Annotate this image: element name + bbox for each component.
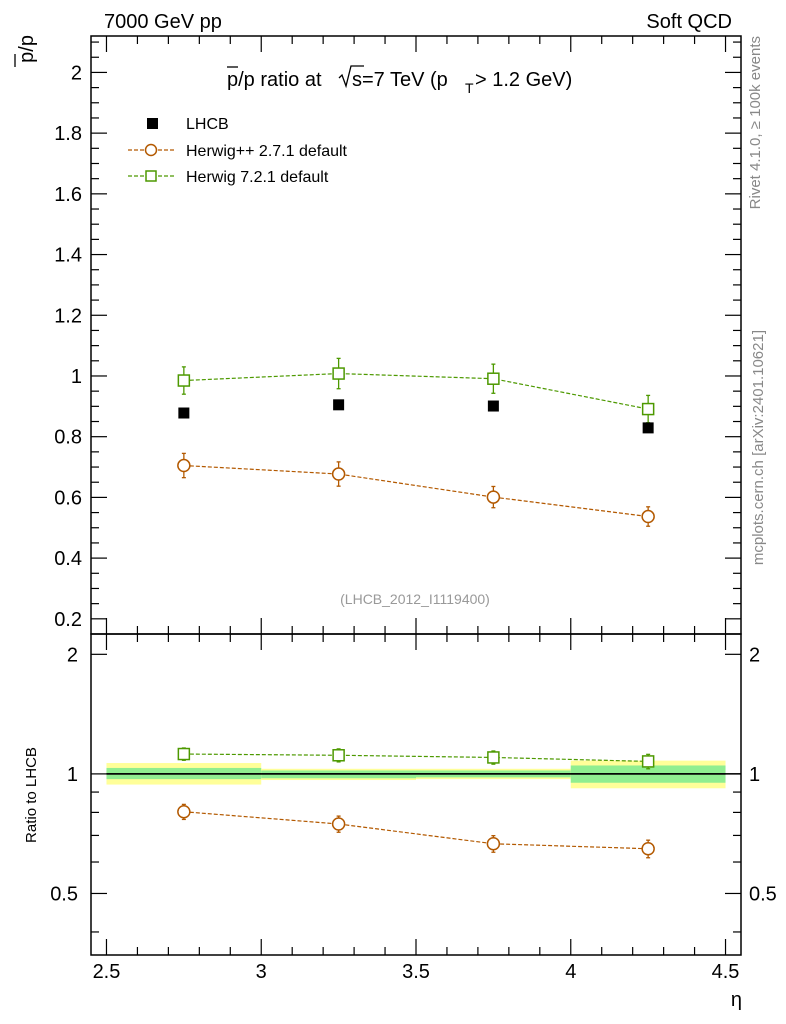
header-left: 7000 GeV pp <box>104 11 222 33</box>
x-tick-label: 4.5 <box>712 961 740 983</box>
analysis-label: (LHCB_2012_I1119400) <box>340 591 490 607</box>
ratio-frame <box>90 633 742 956</box>
axes: 2.5 3 3.5 4 4.5 0.2 0.4 0.6 0.8 1 1.2 1.4 1.6 1.8 2 0.5… <box>50 36 777 983</box>
herwig7-point <box>177 374 191 387</box>
main-ylabel-text: p/p <box>16 35 38 63</box>
ratio-herwigpp-point <box>331 817 346 831</box>
ratio-y-tick-label-right: 1 <box>749 764 760 786</box>
ratio-herwigpp-point <box>486 837 501 851</box>
herwigpp-point <box>486 490 501 504</box>
y-tick-label: 2 <box>71 62 82 84</box>
herwigpp-point <box>641 509 655 524</box>
herwig7-point <box>641 402 655 416</box>
y-tick-label: 0.4 <box>54 548 82 570</box>
herwigpp-point <box>331 467 346 481</box>
y-tick-label: 1.6 <box>54 184 82 206</box>
header-right: Soft QCD <box>646 11 732 33</box>
herwigpp-line <box>183 464 649 518</box>
ratio-herwigpp-point <box>177 804 191 819</box>
ratio-data <box>177 747 655 859</box>
y-tick-label: 1.4 <box>54 245 82 267</box>
main-ylabel: p/p <box>14 35 38 67</box>
ratio-y-tick-label-right: 0.5 <box>749 883 777 905</box>
legend-marker-herwigpp <box>144 143 158 157</box>
legend-label-herwigpp: Herwig++ 2.7.1 default <box>186 143 348 160</box>
lhcb-point <box>178 407 190 419</box>
y-tick-label: 0.6 <box>54 487 82 509</box>
main-data <box>177 357 655 527</box>
ratio-y-tick-label: 1 <box>67 764 78 786</box>
legend-label-herwig7: Herwig 7.2.1 default <box>186 169 329 186</box>
ratio-herwig7-point <box>177 747 191 761</box>
sqrt-sign <box>338 65 364 89</box>
legend-label-lhcb: LHCB <box>186 116 229 133</box>
chart-title-subscript: T <box>465 80 474 96</box>
chart-title-part-c: > 1.2 GeV) <box>475 69 572 91</box>
legend-marker-herwig7 <box>145 170 157 182</box>
lhcb-point <box>487 400 499 412</box>
ratio-herwig7-point <box>641 755 655 768</box>
chart-title: p/p ratio at s=7 TeV (p T > 1.2 GeV) <box>227 65 572 96</box>
y-tick-label: 0.8 <box>54 427 82 449</box>
legend: LHCB Herwig++ 2.7.1 default Herwig 7.2.1… <box>128 116 348 186</box>
x-axis-label: η <box>731 989 742 1011</box>
ratio-y-tick-label-right: 2 <box>749 644 760 666</box>
y-tick-label: 1.8 <box>54 123 82 145</box>
x-tick-label: 3.5 <box>402 961 430 983</box>
mcplots-label: mcplots.cern.ch [arXiv:2401.10621] <box>750 330 767 565</box>
herwig7-point <box>487 372 500 385</box>
ratio-y-tick-label: 0.5 <box>50 883 78 905</box>
ratio-herwig7-point <box>487 751 500 764</box>
legend-marker-lhcb <box>147 118 158 129</box>
rivet-label: Rivet 4.1.0, ≥ 100k events <box>747 36 764 209</box>
x-tick-label: 2.5 <box>93 961 121 983</box>
herwig7-point <box>332 367 345 380</box>
ratio-ylabel: Ratio to LHCB <box>23 747 40 843</box>
ratio-herwig7-point <box>332 749 345 762</box>
x-tick-label: 3 <box>256 961 267 983</box>
ratio-herwig7-line <box>183 753 649 763</box>
herwig7-line <box>183 372 649 410</box>
chart-title-part-a: p/p ratio at <box>227 69 322 91</box>
ratio-y-tick-label: 2 <box>67 644 78 666</box>
x-tick-label: 4 <box>565 961 576 983</box>
lhcb-point <box>642 422 654 434</box>
ratio-herwigpp-line <box>183 811 649 850</box>
ratio-herwigpp-point <box>641 841 655 856</box>
chart-title-part-b: s=7 TeV (p <box>352 69 448 91</box>
herwigpp-point <box>177 458 191 473</box>
y-tick-label: 0.2 <box>54 609 82 631</box>
y-tick-label: 1 <box>71 366 82 388</box>
ratio-bands <box>106 760 741 789</box>
lhcb-point <box>333 399 345 411</box>
y-tick-label: 1.2 <box>54 305 82 327</box>
